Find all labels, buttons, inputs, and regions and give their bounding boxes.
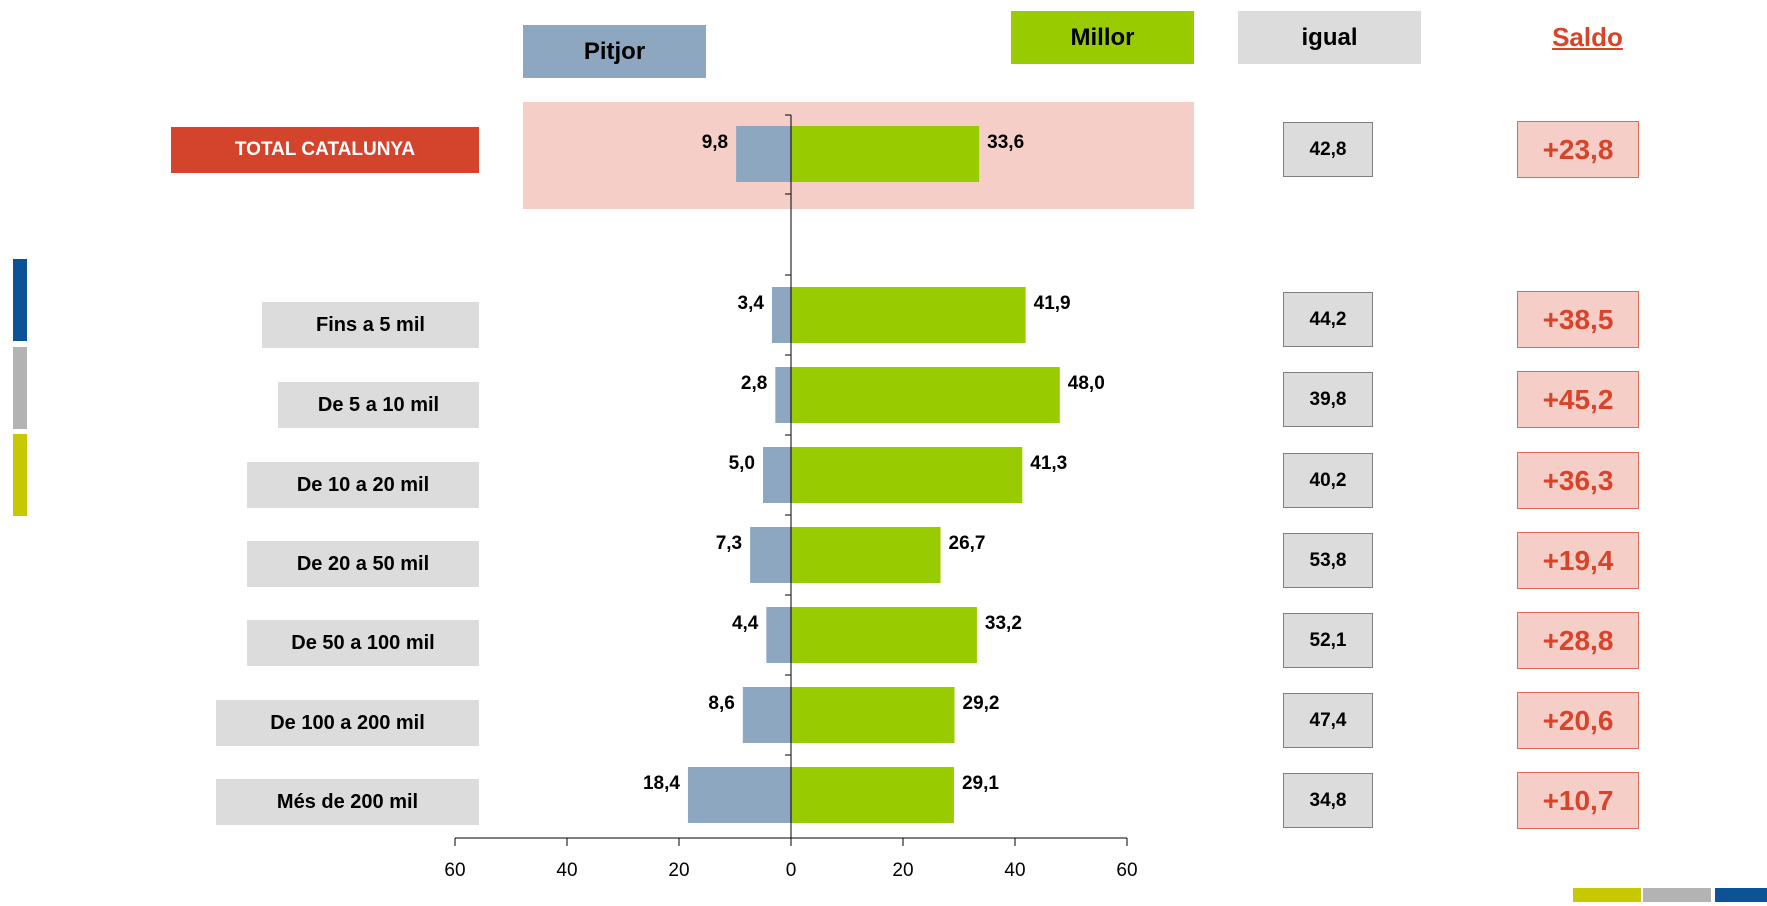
row-label: De 10 a 20 mil: [247, 462, 479, 508]
header-millor: Millor: [1011, 11, 1194, 64]
x-tick-label: 60: [444, 860, 465, 881]
data-label-pitjor: 9,8: [702, 132, 728, 153]
data-label-pitjor: 8,6: [708, 693, 734, 714]
x-tick-label: 40: [1004, 860, 1025, 881]
bar-pitjor: [775, 367, 791, 423]
bar-pitjor: [750, 527, 791, 583]
bar-millor: [791, 367, 1060, 423]
igual-value: 47,4: [1283, 693, 1373, 748]
saldo-value-total: +23,8: [1517, 121, 1639, 178]
row-label: Més de 200 mil: [216, 779, 479, 825]
deco-bar-yellow-bottom: [1573, 888, 1641, 902]
igual-value: 39,8: [1283, 372, 1373, 427]
x-tick-label: 60: [1116, 860, 1137, 881]
bar-millor: [791, 447, 1023, 503]
header-saldo: Saldo: [1552, 22, 1623, 52]
bar-millor: [791, 527, 941, 583]
row-label-total: TOTAL CATALUNYA: [171, 127, 479, 173]
x-tick-label: 20: [892, 860, 913, 881]
bar-pitjor: [771, 287, 791, 343]
bar-millor: [791, 607, 977, 663]
row-label: De 5 a 10 mil: [278, 382, 479, 428]
x-tick-label: 20: [668, 860, 689, 881]
igual-value-total: 42,8: [1283, 122, 1373, 177]
data-label-millor: 29,1: [962, 773, 999, 794]
deco-bar-blue-left: [13, 259, 27, 341]
saldo-value: +28,8: [1517, 612, 1639, 669]
x-tick-label: 40: [556, 860, 577, 881]
row-label: De 20 a 50 mil: [247, 541, 479, 587]
saldo-value: +10,7: [1517, 772, 1639, 829]
data-label-pitjor: 3,4: [738, 293, 765, 314]
bar-pitjor: [687, 767, 791, 823]
deco-bar-blue-bottom: [1715, 888, 1767, 902]
data-label-millor: 41,3: [1030, 453, 1067, 474]
data-label-millor: 33,2: [985, 613, 1022, 634]
row-label: De 100 a 200 mil: [216, 700, 479, 746]
data-label-pitjor: 5,0: [729, 453, 755, 474]
row-label: De 50 a 100 mil: [247, 620, 479, 666]
bar-millor: [791, 687, 955, 743]
saldo-value: +38,5: [1517, 291, 1639, 348]
data-label-pitjor: 18,4: [643, 773, 680, 794]
data-label-millor: 41,9: [1034, 293, 1071, 314]
igual-value: 53,8: [1283, 533, 1373, 588]
igual-value: 40,2: [1283, 453, 1373, 508]
data-label-pitjor: 4,4: [732, 613, 759, 634]
saldo-value: +20,6: [1517, 692, 1639, 749]
bar-millor: [791, 287, 1026, 343]
igual-value: 44,2: [1283, 292, 1373, 347]
data-label-pitjor: 2,8: [741, 373, 767, 394]
data-label-millor: 33,6: [987, 132, 1024, 153]
igual-value: 52,1: [1283, 613, 1373, 668]
bar-pitjor: [742, 687, 791, 743]
bar-millor: [791, 767, 954, 823]
header-pitjor: Pitjor: [523, 25, 706, 78]
data-label-millor: 26,7: [949, 533, 986, 554]
bar-millor: [791, 126, 980, 182]
row-label: Fins a 5 mil: [262, 302, 479, 348]
igual-value: 34,8: [1283, 773, 1373, 828]
x-tick-label: 0: [786, 860, 797, 881]
saldo-value: +19,4: [1517, 532, 1639, 589]
data-label-pitjor: 7,3: [716, 533, 742, 554]
data-label-millor: 29,2: [963, 693, 1000, 714]
saldo-value: +45,2: [1517, 371, 1639, 428]
deco-bar-gray-bottom: [1643, 888, 1711, 902]
deco-bar-yellow-left: [13, 434, 27, 516]
deco-bar-gray-left: [13, 347, 27, 429]
data-label-millor: 48,0: [1068, 373, 1105, 394]
bar-pitjor: [736, 126, 791, 182]
bar-pitjor: [763, 447, 791, 503]
saldo-value: +36,3: [1517, 452, 1639, 509]
header-igual: igual: [1238, 11, 1421, 64]
bar-pitjor: [766, 607, 791, 663]
